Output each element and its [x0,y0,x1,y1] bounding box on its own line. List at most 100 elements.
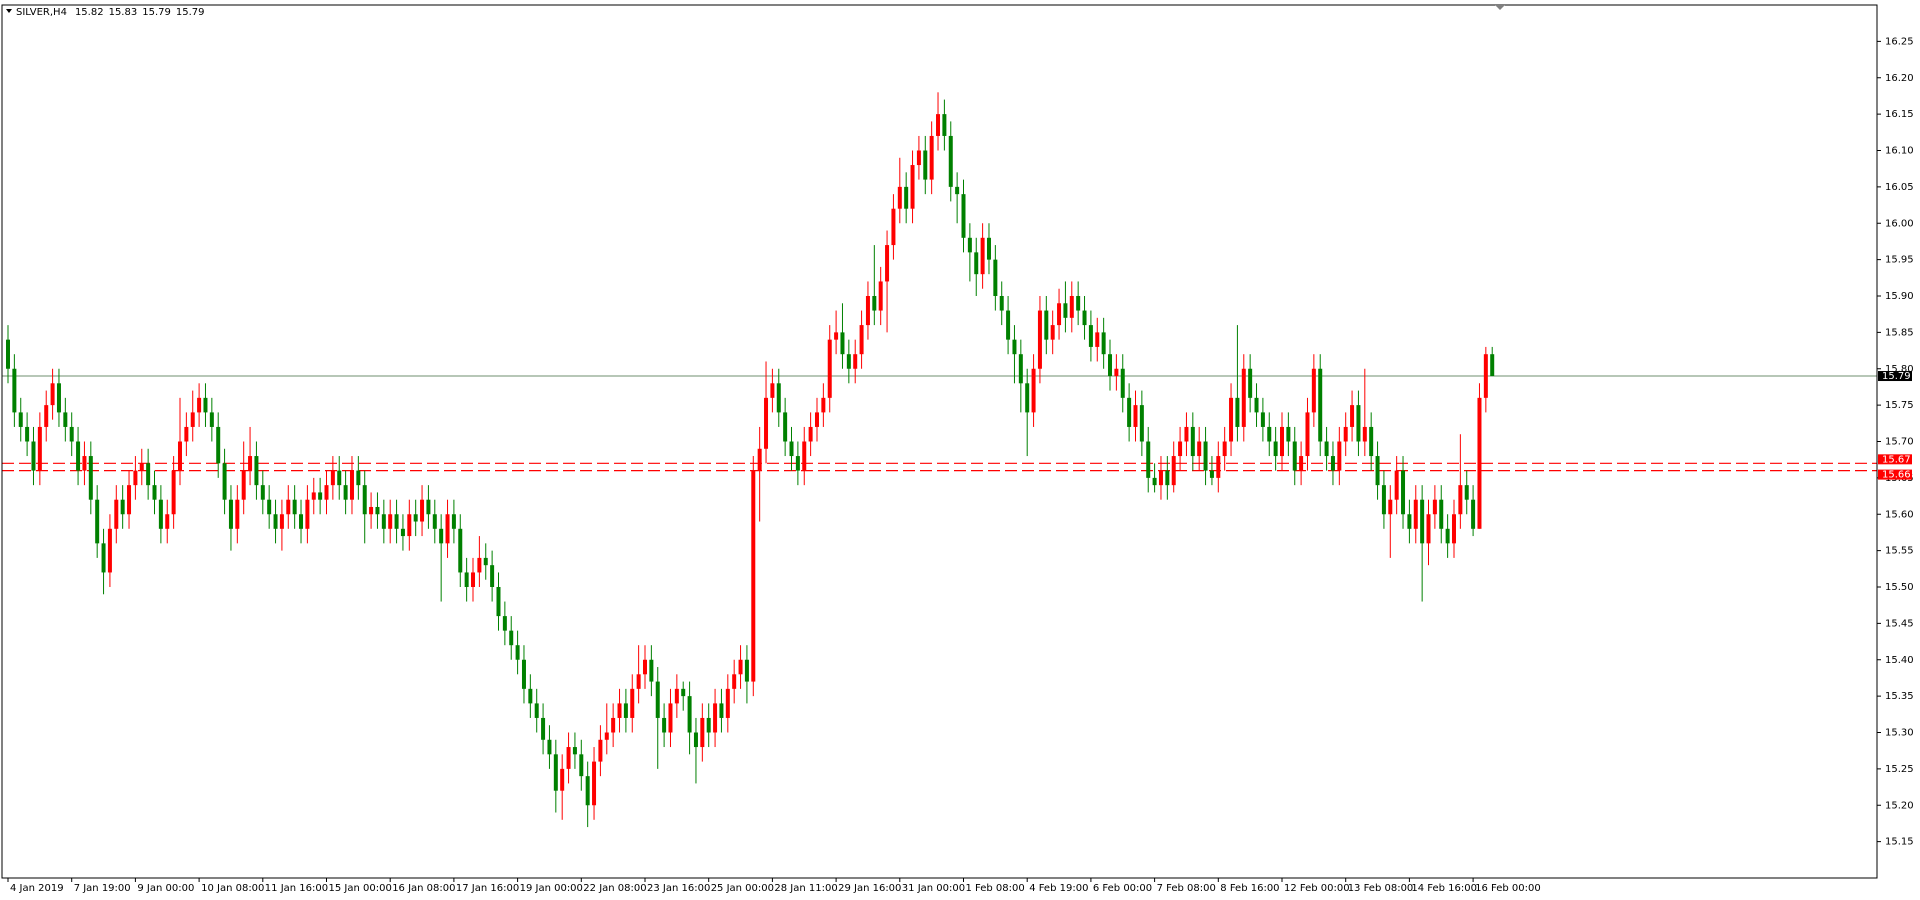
level-label-box [1878,469,1912,480]
candle-body [18,412,23,427]
y-tick-label: 15.55 [1885,546,1914,557]
candle-body [279,514,284,529]
candle-body [190,412,195,427]
candle-body [490,565,495,587]
candle-body [974,252,979,275]
candle-body [388,514,393,529]
candle-body [668,703,673,733]
candle-body [407,514,412,537]
x-tick-label: 7 Feb 08:00 [1157,883,1216,894]
candle-body [585,776,590,806]
candle-body [1190,426,1195,457]
candle-body [400,528,405,537]
candle-body [929,135,934,180]
candle-body [834,332,839,340]
candle-body [878,281,883,311]
candle-body [1088,325,1093,347]
candle-body [82,456,87,471]
candle-body [936,114,941,136]
candle-body [1375,456,1380,486]
candle-body [687,696,692,733]
candle-body [865,296,870,326]
candle-body [165,514,170,529]
candle-body [1222,441,1227,457]
candle-body [432,514,437,529]
candle-body [1394,470,1399,500]
candle-body [789,441,794,457]
candle-body [534,703,539,718]
y-tick-label: 16.25 [1885,36,1914,47]
x-tick-label: 14 Feb 16:00 [1411,883,1477,894]
candle-body [1305,412,1310,457]
candle-body [623,703,628,718]
x-tick-label: 17 Jan 16:00 [456,883,519,894]
candle-body [541,717,546,740]
candle-body [120,499,125,515]
candle-body [1229,397,1234,442]
x-tick-label: 4 Jan 2019 [10,883,64,894]
header-high: 15.83 [109,7,138,18]
candle-body [1171,456,1176,486]
candle-body [1420,499,1425,544]
candle-body [725,688,730,718]
candle-body [318,492,323,500]
candle-body [598,739,603,762]
candle-body [502,616,507,631]
candle-body [853,354,858,369]
candle-body [107,528,112,573]
candle-body [967,237,972,253]
candle-body [713,703,718,733]
candle-body [1076,296,1081,311]
candle-body [381,514,386,529]
candle-body [439,528,444,544]
candle-body [986,237,991,260]
candle-body [1120,368,1125,398]
candle-body [1439,499,1444,529]
candle-body [764,397,769,449]
candle-body [1152,477,1157,486]
candle-body [158,499,163,529]
candle-body [216,426,221,464]
candle-body [961,194,966,238]
candle-body [1184,426,1189,442]
x-tick-label: 19 Jan 00:00 [520,883,583,894]
candle-body [521,659,526,689]
y-tick-label: 15.20 [1885,800,1914,811]
y-tick-label: 15.85 [1885,327,1914,338]
candle-body [420,499,425,522]
header-low: 15.79 [142,7,171,18]
candle-body [88,456,93,500]
y-tick-label: 16.20 [1885,73,1914,84]
level-label: 15.67 [1882,454,1911,465]
x-tick-label: 29 Jan 16:00 [838,883,901,894]
candle-body [1260,412,1265,427]
candle-body [1146,441,1151,478]
candle-body [375,506,380,515]
candle-body [1037,310,1042,369]
candle-body [1483,354,1488,398]
candle-body [980,237,985,275]
x-tick-label: 31 Jan 00:00 [902,883,965,894]
symbol: SILVER,H4 [16,7,67,18]
candle-body [553,754,558,791]
candle-body [299,514,304,529]
candle-body [369,506,374,515]
plot-layer [2,92,1877,828]
candle-body [477,557,482,573]
candle-body [611,717,616,733]
y-tick-label: 15.50 [1885,582,1914,593]
candle-body [1490,354,1495,377]
x-tick-label: 22 Jan 08:00 [583,883,646,894]
x-tick-label: 16 Jan 08:00 [392,883,455,894]
candle-body [795,456,800,471]
x-tick-label: 16 Feb 00:00 [1475,883,1541,894]
candle-body [286,499,291,515]
candle-body [1324,441,1329,457]
candle-body [776,383,781,413]
x-tick-label: 25 Jan 00:00 [711,883,774,894]
candle-body [1401,470,1406,515]
x-tick-label: 7 Jan 19:00 [74,883,131,894]
candle-body [44,405,49,427]
candle-body [273,514,278,529]
